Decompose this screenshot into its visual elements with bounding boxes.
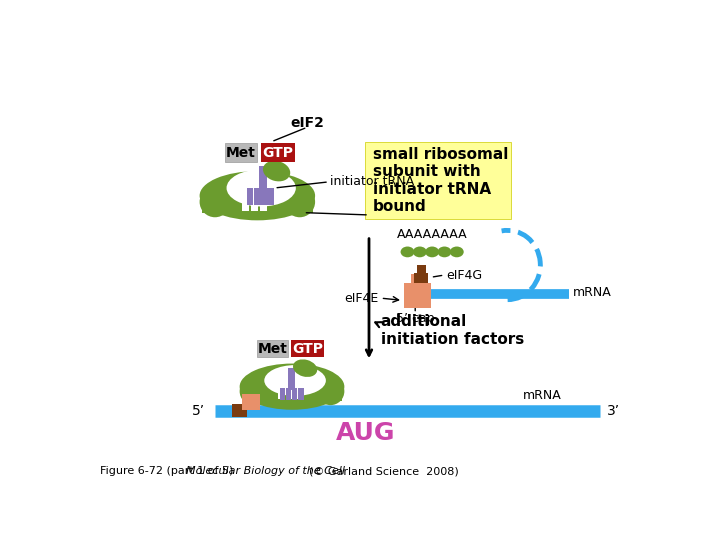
Text: 5’: 5’: [192, 404, 204, 418]
Text: initiator tRNA: initiator tRNA: [330, 176, 415, 188]
Ellipse shape: [426, 247, 439, 257]
Text: AUG: AUG: [336, 421, 395, 445]
FancyBboxPatch shape: [242, 381, 342, 401]
FancyBboxPatch shape: [261, 192, 267, 211]
FancyBboxPatch shape: [404, 284, 431, 308]
FancyBboxPatch shape: [298, 388, 304, 400]
FancyBboxPatch shape: [417, 265, 426, 273]
FancyBboxPatch shape: [261, 188, 266, 205]
FancyBboxPatch shape: [286, 388, 291, 400]
FancyBboxPatch shape: [295, 382, 301, 399]
Ellipse shape: [450, 247, 464, 257]
Text: mRNA: mRNA: [573, 286, 612, 299]
FancyBboxPatch shape: [232, 403, 248, 417]
FancyBboxPatch shape: [288, 368, 295, 390]
FancyBboxPatch shape: [267, 188, 274, 205]
Text: GTP: GTP: [263, 146, 294, 160]
Text: eIF4E: eIF4E: [344, 292, 379, 305]
FancyBboxPatch shape: [242, 192, 249, 211]
Text: 3’: 3’: [607, 404, 621, 418]
FancyBboxPatch shape: [287, 382, 293, 399]
Text: mRNA: mRNA: [523, 389, 562, 402]
Ellipse shape: [317, 377, 344, 405]
Ellipse shape: [413, 247, 427, 257]
Text: Molecular Biology of the Cell: Molecular Biology of the Cell: [186, 467, 345, 476]
Text: (© Garland Science  2008): (© Garland Science 2008): [309, 467, 459, 476]
Text: eIF4G: eIF4G: [446, 268, 482, 281]
FancyBboxPatch shape: [414, 273, 428, 284]
Ellipse shape: [400, 247, 415, 257]
FancyBboxPatch shape: [251, 192, 258, 211]
Text: 5’ cap: 5’ cap: [396, 313, 434, 326]
FancyBboxPatch shape: [242, 394, 261, 410]
FancyBboxPatch shape: [259, 166, 266, 190]
FancyBboxPatch shape: [202, 191, 312, 213]
FancyBboxPatch shape: [246, 188, 253, 205]
Text: Met: Met: [226, 146, 256, 160]
Ellipse shape: [240, 363, 344, 410]
Ellipse shape: [227, 170, 296, 206]
Text: AAAAAAAA: AAAAAAAA: [397, 228, 467, 241]
FancyBboxPatch shape: [291, 340, 323, 357]
Text: small ribosomal
subunit with
initiator tRNA
bound: small ribosomal subunit with initiator t…: [373, 147, 508, 214]
FancyBboxPatch shape: [257, 340, 288, 357]
Ellipse shape: [240, 377, 267, 405]
Text: additional
initiation factors: additional initiation factors: [381, 314, 523, 347]
Ellipse shape: [199, 171, 315, 220]
FancyBboxPatch shape: [253, 188, 260, 205]
Ellipse shape: [264, 365, 326, 396]
FancyBboxPatch shape: [225, 143, 257, 162]
FancyBboxPatch shape: [365, 142, 511, 219]
FancyBboxPatch shape: [411, 274, 423, 284]
Ellipse shape: [438, 247, 451, 257]
FancyBboxPatch shape: [292, 388, 297, 400]
Text: Figure 6-72 (part 1 of 5): Figure 6-72 (part 1 of 5): [99, 467, 240, 476]
FancyBboxPatch shape: [278, 382, 284, 399]
Ellipse shape: [199, 186, 230, 217]
Ellipse shape: [284, 186, 315, 217]
Ellipse shape: [293, 360, 318, 377]
Text: Met: Met: [258, 342, 288, 356]
FancyBboxPatch shape: [279, 388, 285, 400]
FancyBboxPatch shape: [261, 143, 295, 162]
Ellipse shape: [263, 161, 290, 181]
Text: GTP: GTP: [292, 342, 323, 356]
Text: eIF2: eIF2: [290, 116, 324, 130]
